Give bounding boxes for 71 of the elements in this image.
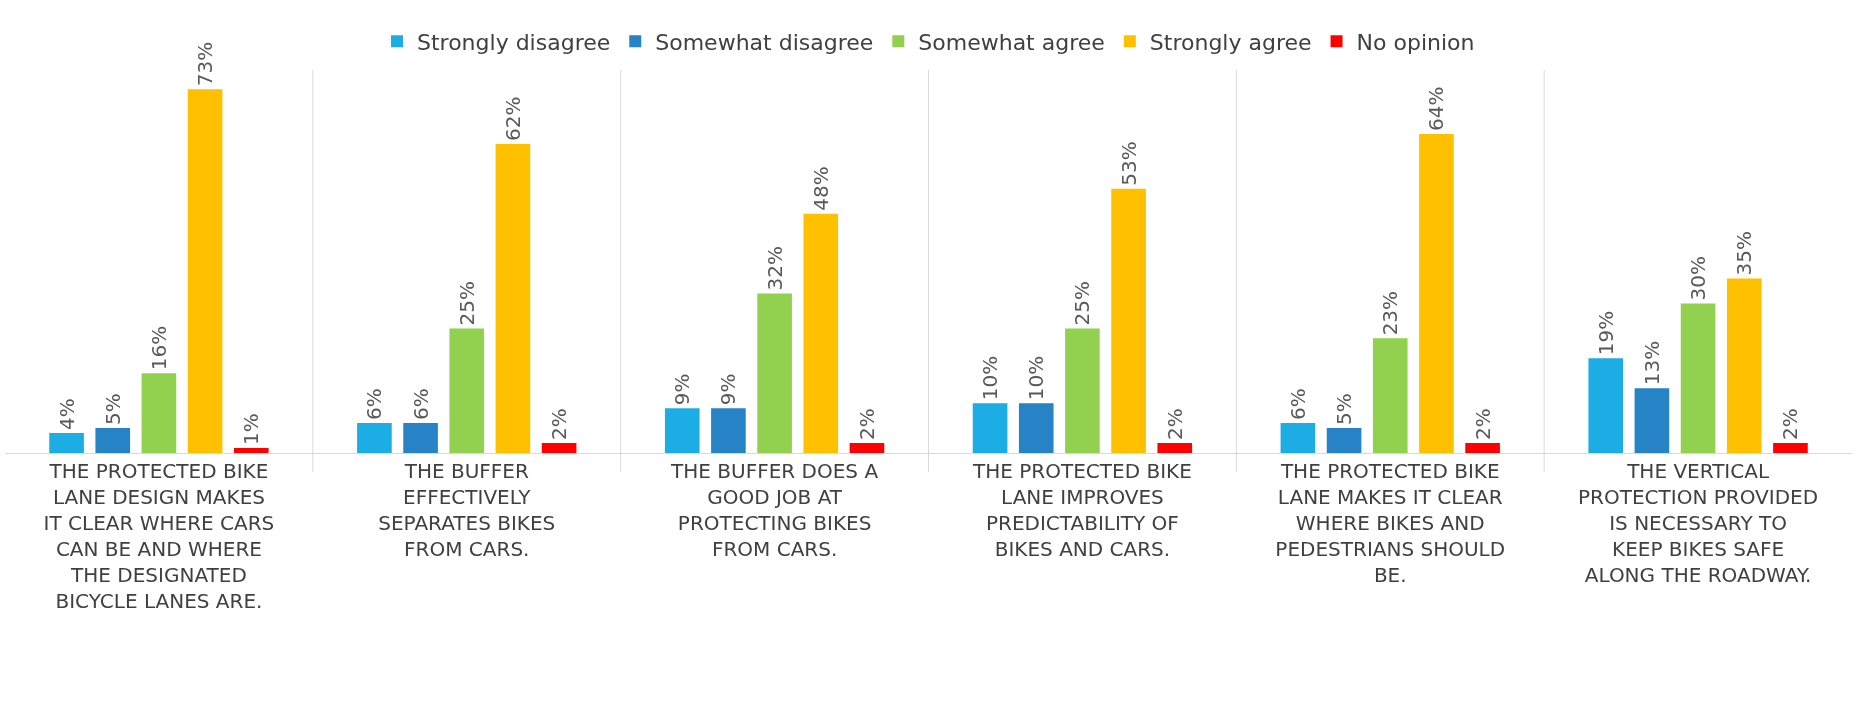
x-tick-label: THE BUFFER DOES A GOOD JOB AT PROTECTING BIKES FROM CARS.	[670, 459, 879, 561]
data-label: 48%	[808, 166, 833, 211]
bar	[187, 89, 223, 453]
x-tick-label: THE PROTECTED BIKE LANE DESIGN MAKES IT CLEAR WHERE CARS CAN BE AND WHERE THE DESIGNATED BICYCLE LANES ARE.	[43, 459, 275, 613]
data-label: 10%	[1024, 355, 1049, 401]
data-label: 6%	[362, 388, 387, 421]
bar	[1326, 428, 1362, 453]
data-label: 19%	[1593, 310, 1618, 356]
legend-label: Somewhat agree	[918, 29, 1105, 55]
bar	[233, 448, 269, 453]
bar	[664, 408, 700, 453]
bar	[1280, 423, 1316, 453]
bar	[1065, 328, 1100, 453]
bar	[449, 328, 485, 453]
data-label: 2%	[547, 408, 572, 441]
bar	[803, 213, 839, 453]
legend-label: Strongly disagree	[417, 29, 611, 55]
data-label: 2%	[1470, 408, 1495, 441]
bar	[95, 428, 131, 453]
data-label: 6%	[1285, 388, 1310, 421]
data-label: 2%	[1778, 408, 1803, 441]
bar	[357, 423, 392, 453]
bar	[849, 443, 885, 453]
data-label: 9%	[716, 373, 741, 406]
legend-label: No opinion	[1356, 29, 1475, 55]
data-label: 62%	[500, 96, 525, 141]
data-label: 35%	[1732, 231, 1757, 276]
data-label: 5%	[100, 393, 125, 426]
bar	[541, 443, 577, 453]
bar	[1419, 134, 1454, 453]
data-label: 23%	[1378, 290, 1403, 336]
x-tick-label: THE BUFFER EFFECTIVELY SEPARATES BIKES FROM CARS.	[378, 459, 556, 561]
legend-label: Somewhat disagree	[655, 29, 874, 55]
bar	[141, 373, 177, 453]
bar	[1157, 443, 1193, 453]
x-tick-label: THE PROTECTED BIKE LANE IMPROVES PREDICTABILITY OF BIKES AND CARS.	[972, 459, 1192, 561]
bar	[1773, 443, 1808, 453]
x-tick-label: THE VERTICAL PROTECTION PROVIDED IS NECESSARY TO KEEP BIKES SAFE ALONG THE ROADWAY.	[1578, 459, 1819, 587]
data-label: 13%	[1639, 340, 1664, 386]
data-label: 6%	[408, 388, 433, 421]
bar	[711, 408, 746, 453]
x-tick-label: THE PROTECTED BIKE LANE MAKES IT CLEAR WHERE BIKES AND PEDESTRIANS SHOULD BE.	[1275, 459, 1506, 587]
legend-label: Strongly agree	[1149, 29, 1312, 55]
data-label: 16%	[146, 325, 171, 371]
data-label: 30%	[1686, 256, 1711, 301]
data-label: 5%	[1332, 393, 1357, 426]
bar	[49, 433, 84, 453]
data-label: 2%	[1162, 408, 1187, 441]
data-label: 1%	[239, 413, 264, 446]
data-label: 10%	[978, 355, 1003, 401]
data-label: 73%	[193, 41, 218, 87]
bar	[1588, 358, 1624, 453]
bar	[1465, 443, 1500, 453]
bar	[495, 143, 531, 453]
data-label: 2%	[854, 408, 879, 441]
bar	[1726, 278, 1762, 453]
data-label: 53%	[1116, 141, 1141, 186]
data-label: 32%	[762, 246, 787, 291]
bar	[403, 423, 438, 453]
data-label: 25%	[1070, 280, 1095, 326]
data-label: 25%	[454, 280, 479, 326]
bar	[972, 403, 1008, 453]
bar	[1680, 303, 1716, 453]
bar	[1111, 188, 1146, 453]
data-label: 9%	[670, 373, 695, 406]
bar	[1634, 388, 1670, 453]
bar	[757, 293, 792, 453]
bar	[1372, 338, 1408, 453]
data-label: 4%	[54, 398, 79, 431]
bar	[1018, 403, 1054, 453]
data-label: 64%	[1424, 86, 1449, 132]
